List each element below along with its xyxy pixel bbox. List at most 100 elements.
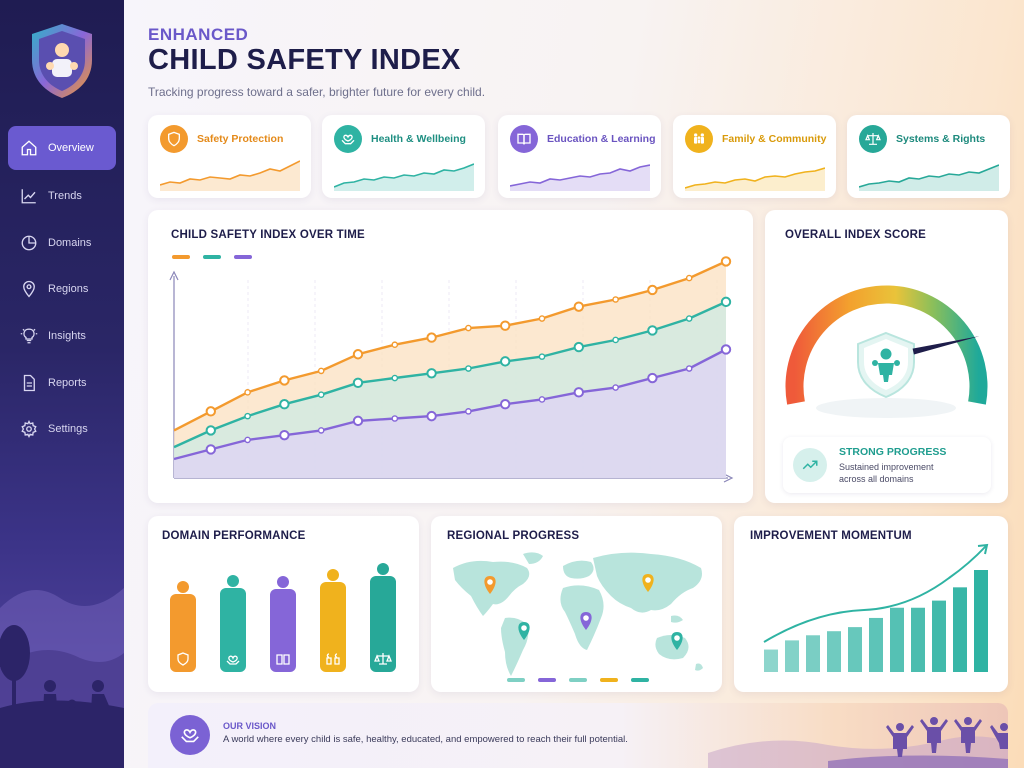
data-point: [279, 375, 290, 386]
map-pin-icon[interactable]: [580, 612, 592, 630]
domain-performance-card: DOMAIN PERFORMANCE: [148, 516, 419, 692]
y-axis-arrow: [169, 270, 179, 281]
data-point: [279, 399, 290, 410]
series-line: [173, 260, 727, 432]
sidebar-item-label: Settings: [48, 423, 88, 436]
sidebar-item-trends[interactable]: Trends: [8, 173, 116, 220]
bar-cap: [377, 563, 389, 575]
sparkline-area: [160, 161, 300, 191]
domain-icon: [326, 653, 340, 665]
data-point: [612, 336, 619, 344]
sidebar-item-domains[interactable]: Domains: [8, 219, 116, 266]
gauge-arc: [785, 285, 988, 405]
domain-card-health[interactable]: Health & Wellbeing: [322, 115, 485, 198]
sidebar-item-regions[interactable]: Regions: [8, 266, 116, 313]
legend-swatch: [507, 678, 525, 682]
status-text: Sustained improvement: [839, 462, 934, 472]
sparkline-area: [510, 165, 650, 191]
legend-swatch: [600, 678, 618, 682]
map-pin-icon[interactable]: [518, 622, 530, 640]
data-point: [538, 315, 546, 322]
bar: [785, 640, 799, 672]
document-icon: [23, 374, 35, 391]
bar: [170, 594, 196, 672]
data-point: [647, 325, 658, 336]
bar: [974, 570, 988, 672]
index-line-chart: [169, 255, 734, 483]
domain-card-safety[interactable]: Safety Protection: [148, 115, 311, 198]
gauge-needle: [912, 336, 980, 355]
sidebar-item-label: Trends: [48, 190, 82, 203]
data-point: [244, 389, 251, 396]
status-panel: STRONG PROGRESS Sustained improvement ac…: [783, 437, 991, 493]
chart-title: REGIONAL PROGRESS: [447, 530, 580, 542]
sparkline: [685, 167, 825, 191]
sidebar-item-label: Insights: [48, 330, 86, 343]
data-point: [465, 324, 472, 332]
data-point: [426, 368, 437, 379]
vision-text: A world where every child is safe, healt…: [223, 734, 628, 745]
domain-card-systems[interactable]: Systems & Rights: [847, 115, 1010, 198]
page-title: CHILD SAFETY INDEX: [148, 44, 461, 76]
status-text: across all domains: [839, 474, 914, 484]
data-point: [500, 399, 511, 410]
data-point: [538, 396, 546, 403]
data-point: [647, 372, 658, 384]
data-point: [352, 349, 364, 360]
book-icon: [510, 125, 538, 153]
data-point: [573, 387, 584, 398]
data-point: [720, 256, 732, 267]
data-point: [426, 410, 437, 422]
data-point: [205, 444, 216, 455]
map-pin-icon[interactable]: [642, 574, 654, 592]
domain-label: Systems & Rights: [896, 133, 986, 145]
data-point: [685, 365, 693, 372]
sidebar-item-label: Overview: [48, 142, 94, 154]
bar: [270, 589, 296, 672]
map-pin-icon[interactable]: [671, 632, 683, 650]
overall-title: OVERALL INDEX SCORE: [785, 229, 926, 241]
bar-cap: [227, 575, 239, 587]
data-point: [500, 356, 511, 367]
sidebar-item-insights[interactable]: Insights: [8, 313, 116, 360]
bar: [848, 627, 862, 672]
bar: [764, 649, 778, 672]
sparkline: [859, 164, 999, 191]
data-point: [391, 374, 399, 382]
legend-swatch: [538, 678, 556, 682]
sidebar-nav: Overview Trends Domains Regions Insights…: [0, 126, 124, 453]
regional-progress-card: REGIONAL PROGRESS: [431, 516, 722, 692]
domain-label: Education & Learning: [547, 133, 656, 145]
trend-icon: [21, 189, 36, 204]
status-title: STRONG PROGRESS: [839, 446, 947, 458]
bar: [911, 607, 925, 672]
bar-cap: [327, 569, 339, 581]
sidebar-item-settings[interactable]: Settings: [8, 406, 116, 453]
bar-cap: [277, 576, 289, 588]
bar: [220, 588, 246, 672]
sparkline-area: [859, 165, 999, 191]
map-pin-icon[interactable]: [484, 576, 496, 594]
sidebar-item-overview[interactable]: Overview: [8, 126, 116, 170]
sparkline-area: [685, 168, 825, 191]
domain-card-family[interactable]: Family & Community: [673, 115, 836, 198]
shield-icon: [160, 125, 188, 153]
x-axis-arrow: [723, 473, 734, 483]
data-point: [720, 296, 732, 308]
sidebar: Overview Trends Domains Regions Insights…: [0, 0, 124, 768]
sidebar-item-reports[interactable]: Reports: [8, 359, 116, 406]
domain-card-education[interactable]: Education & Learning: [498, 115, 661, 198]
bar: [953, 587, 967, 672]
children-celebrating-illustration: [708, 717, 1008, 768]
sparkline: [334, 163, 474, 191]
data-point: [573, 341, 584, 353]
legend-swatch: [569, 678, 587, 682]
lightbulb-icon: [20, 328, 38, 344]
data-point: [612, 296, 619, 303]
sidebar-item-label: Domains: [48, 236, 92, 249]
bar: [827, 631, 841, 672]
data-point: [573, 301, 584, 312]
trend-up-icon: [793, 448, 827, 482]
sparkline: [160, 160, 300, 191]
domain-icon: [276, 654, 290, 665]
